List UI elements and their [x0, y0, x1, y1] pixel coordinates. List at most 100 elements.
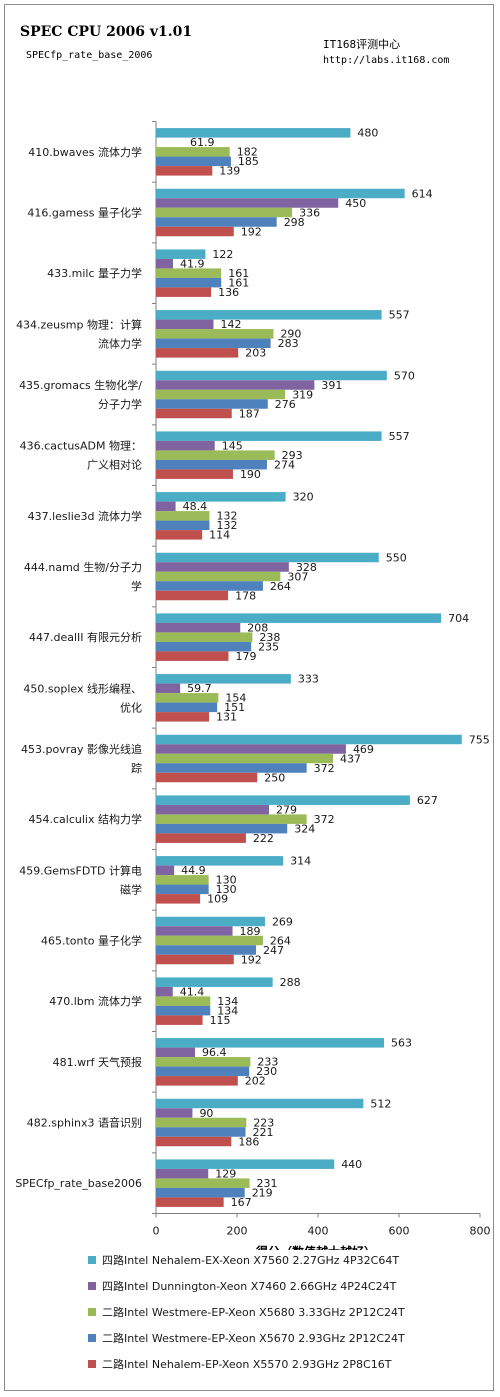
data-label: 115: [210, 1014, 231, 1027]
bar: [156, 622, 241, 633]
data-label: 208: [247, 621, 268, 634]
bar: [156, 1038, 385, 1048]
bar: [156, 1117, 247, 1128]
data-label: 136: [218, 286, 239, 299]
data-label: 274: [274, 458, 295, 471]
bar: [156, 207, 293, 218]
data-label: 550: [386, 551, 407, 564]
data-label: 333: [298, 673, 319, 686]
data-label: 221: [253, 1126, 274, 1139]
data-label: 276: [275, 398, 296, 411]
bar: [156, 884, 209, 895]
legend-swatch: [88, 1282, 96, 1290]
legend-swatch: [88, 1256, 96, 1264]
bar: [156, 166, 213, 176]
data-label: 134: [217, 1004, 238, 1017]
data-label: 131: [216, 711, 237, 724]
data-label: 151: [224, 701, 245, 714]
bar: [156, 319, 214, 330]
bar: [156, 408, 232, 419]
bar: [156, 562, 289, 572]
data-label: 182: [237, 146, 258, 159]
data-label: 114: [209, 529, 230, 542]
legend-label: 四路Intel Nehalem-EX-Xeon X7560 2.27GHz 4P…: [102, 1254, 400, 1267]
bar: [156, 1108, 193, 1118]
data-label: 61.9: [190, 136, 215, 149]
category-label: 481.wrf 天气预报: [53, 1055, 142, 1069]
data-label: 480: [357, 127, 378, 140]
bar: [156, 1047, 196, 1058]
data-label: 161: [228, 276, 249, 289]
bar: [156, 268, 222, 278]
bar: [156, 833, 246, 843]
category-label: 436.cactusADM 物理：: [20, 439, 142, 453]
data-label: 203: [245, 347, 266, 360]
data-label: 132: [216, 510, 237, 523]
category-label: 482.sphinx3 语音识别: [27, 1116, 142, 1130]
bar: [156, 926, 233, 936]
bar: [156, 1178, 250, 1188]
bar: [156, 674, 291, 684]
bar: [156, 734, 462, 745]
x-tick-label: 200: [227, 1225, 248, 1238]
bar: [156, 613, 442, 623]
data-label: 145: [222, 439, 243, 452]
bar: [156, 945, 257, 955]
data-label: 469: [353, 743, 374, 756]
bar: [156, 712, 210, 722]
bar: [156, 552, 379, 563]
x-tick-label: 800: [470, 1225, 491, 1238]
data-label: 279: [276, 803, 297, 816]
bar: [156, 814, 307, 824]
data-label: 557: [389, 430, 410, 443]
data-label: 142: [221, 318, 242, 331]
bar: [156, 651, 229, 661]
bar: [156, 823, 288, 834]
bar: [156, 389, 286, 400]
data-label: 44.9: [181, 864, 206, 877]
bar: [156, 338, 271, 349]
category-label: 433.milc 量子力学: [47, 266, 142, 280]
bar: [156, 894, 201, 904]
data-label: 512: [370, 1097, 391, 1110]
bar: [156, 977, 273, 987]
bar: [156, 450, 275, 460]
bar: [156, 226, 234, 237]
data-label: 704: [448, 612, 469, 625]
category-label: 465.tonto 量子化学: [41, 934, 142, 948]
data-label: 189: [240, 925, 261, 938]
bar: [156, 348, 239, 358]
bar: [156, 501, 176, 512]
bar: [156, 217, 277, 227]
bar: [156, 1015, 203, 1025]
bar: [156, 772, 258, 783]
bar: [156, 188, 405, 199]
bar: [156, 277, 222, 288]
data-label: 132: [216, 519, 237, 532]
data-label: 247: [263, 944, 284, 957]
bar: [156, 1197, 224, 1207]
data-label: 90: [199, 1107, 213, 1120]
legend-label: 二路Intel Westmere-EP-Xeon X5670 2.93GHz 2…: [102, 1332, 405, 1345]
bar-chart: 0 200 400 600 800 得分（数值越大越好） 410.bwaves 流体力学 48…: [15, 121, 491, 1250]
data-label: 307: [287, 570, 308, 583]
bar: [156, 399, 268, 409]
bar: [156, 804, 269, 815]
bar: [156, 511, 210, 521]
bar: [156, 380, 315, 390]
data-label: 130: [216, 883, 237, 896]
data-label: 122: [212, 248, 233, 261]
data-label: 139: [219, 165, 240, 178]
bar: [156, 996, 211, 1006]
data-label: 222: [253, 832, 274, 845]
category-label: 广义相对论: [87, 458, 142, 472]
data-label: 230: [256, 1065, 277, 1078]
bar: [156, 530, 203, 540]
x-tick-label: 0: [153, 1225, 160, 1238]
bar: [156, 935, 263, 946]
data-label: 161: [228, 267, 249, 280]
bar: [156, 1057, 251, 1067]
bar: [156, 287, 212, 297]
bar: [156, 1168, 209, 1179]
bar: [156, 641, 252, 652]
